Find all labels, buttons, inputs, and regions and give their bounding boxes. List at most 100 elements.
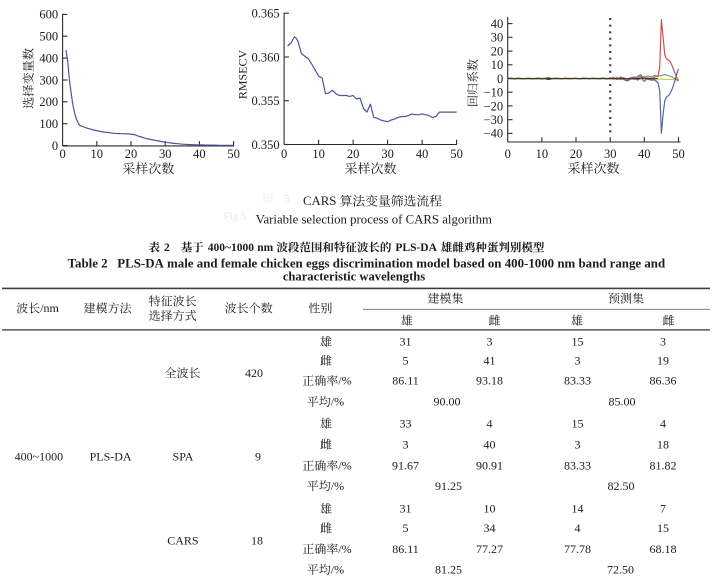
svg-text:10: 10: [491, 58, 504, 72]
svg-text:Table 2 PLS-DA male and fema: Table 2 PLS-DA male and female chicken e…: [68, 257, 666, 271]
svg-text:15: 15: [657, 521, 669, 535]
svg-text:/%: /%: [338, 459, 351, 473]
svg-text:−20: −20: [484, 99, 504, 113]
svg-text:18: 18: [657, 437, 669, 451]
svg-text:0: 0: [505, 147, 511, 161]
svg-text:50: 50: [227, 147, 240, 161]
svg-text:77.27: 77.27: [476, 542, 503, 556]
svg-text:7: 7: [660, 502, 666, 516]
svg-text:2: 2: [164, 242, 170, 254]
svg-text:−30: −30: [484, 113, 504, 127]
svg-text:/%: /%: [331, 395, 344, 409]
svg-text:81.25: 81.25: [435, 563, 462, 577]
svg-text:400~1000: 400~1000: [15, 450, 64, 464]
svg-text:0.355: 0.355: [251, 94, 279, 108]
svg-text:40: 40: [491, 17, 504, 31]
svg-text:0.365: 0.365: [251, 7, 279, 21]
svg-text:30: 30: [604, 147, 617, 161]
svg-text:20: 20: [347, 147, 360, 161]
svg-text:41: 41: [484, 354, 496, 368]
svg-text:0.350: 0.350: [251, 138, 279, 152]
svg-text:15: 15: [572, 416, 584, 430]
svg-text:420: 420: [245, 366, 263, 380]
svg-text:34: 34: [484, 521, 496, 535]
svg-text:83.33: 83.33: [564, 459, 591, 473]
svg-text:30: 30: [491, 31, 504, 45]
svg-text:10: 10: [484, 502, 496, 516]
svg-text:Fig.5: Fig.5: [224, 210, 247, 222]
svg-text:40: 40: [416, 147, 429, 161]
svg-text:RMSECV: RMSECV: [236, 49, 250, 99]
svg-text:3: 3: [487, 335, 493, 349]
svg-text:PLS-DA: PLS-DA: [395, 242, 437, 254]
svg-text:nm: nm: [257, 242, 273, 254]
svg-text:4: 4: [575, 521, 581, 535]
svg-text:20: 20: [491, 44, 504, 58]
svg-text:100: 100: [39, 117, 58, 131]
svg-text:90.91: 90.91: [476, 459, 503, 473]
svg-text:400~1000: 400~1000: [208, 242, 254, 254]
svg-text:68.18: 68.18: [650, 542, 677, 556]
svg-text:/%: /%: [331, 479, 344, 493]
svg-text:19: 19: [657, 354, 669, 368]
svg-text:500: 500: [39, 30, 58, 44]
svg-text:Variable selection process of: Variable selection process of CARS algor…: [256, 213, 492, 227]
svg-text:0: 0: [59, 147, 65, 161]
svg-text:400: 400: [39, 51, 58, 65]
svg-text:CARS: CARS: [303, 194, 340, 208]
svg-text:14: 14: [572, 502, 584, 516]
svg-text:/%: /%: [338, 542, 351, 556]
svg-text:91.67: 91.67: [392, 459, 419, 473]
svg-text:PLS-DA: PLS-DA: [90, 450, 132, 464]
svg-text:30: 30: [381, 147, 394, 161]
svg-text:10: 10: [91, 147, 104, 161]
svg-text:83.33: 83.33: [564, 374, 591, 388]
svg-text:300: 300: [39, 73, 58, 87]
svg-text:81.82: 81.82: [650, 459, 677, 473]
svg-text:10: 10: [536, 147, 549, 161]
svg-text:9: 9: [255, 450, 261, 464]
svg-text:90.00: 90.00: [434, 395, 461, 409]
svg-text:3: 3: [575, 437, 581, 451]
svg-text:characteristic wavelengths: characteristic wavelengths: [283, 270, 425, 284]
svg-text:18: 18: [251, 534, 263, 548]
svg-text:0.360: 0.360: [251, 50, 279, 64]
svg-text:−10: −10: [484, 86, 504, 100]
svg-text:/%: /%: [338, 374, 351, 388]
svg-text:40: 40: [484, 437, 496, 451]
svg-text:3: 3: [575, 354, 581, 368]
svg-text:15: 15: [572, 335, 584, 349]
svg-text:86.11: 86.11: [392, 542, 419, 556]
svg-text:31: 31: [400, 502, 412, 516]
svg-text:0: 0: [52, 139, 58, 153]
svg-text:50: 50: [672, 147, 685, 161]
svg-text:40: 40: [638, 147, 651, 161]
svg-text:3: 3: [403, 437, 409, 451]
svg-text:5: 5: [284, 193, 290, 205]
svg-text:40: 40: [193, 147, 206, 161]
svg-text:0: 0: [497, 72, 503, 86]
svg-text:−40: −40: [484, 127, 504, 141]
svg-text:CARS: CARS: [167, 534, 198, 548]
svg-text:10: 10: [312, 147, 325, 161]
svg-text:20: 20: [125, 147, 138, 161]
svg-text:31: 31: [400, 335, 412, 349]
svg-text:4: 4: [660, 416, 666, 430]
svg-text:600: 600: [39, 8, 58, 22]
svg-text:3: 3: [660, 335, 666, 349]
svg-text:33: 33: [400, 416, 412, 430]
svg-text:50: 50: [450, 147, 463, 161]
svg-text:/%: /%: [331, 563, 344, 577]
svg-text:4: 4: [487, 416, 493, 430]
svg-text:20: 20: [570, 147, 583, 161]
svg-text:30: 30: [159, 147, 172, 161]
svg-text:5: 5: [403, 354, 409, 368]
svg-text:SPA: SPA: [173, 450, 194, 464]
svg-text:82.50: 82.50: [608, 479, 635, 493]
svg-text:0: 0: [281, 147, 287, 161]
svg-text:93.18: 93.18: [476, 374, 503, 388]
svg-text:72.50: 72.50: [607, 563, 634, 577]
svg-text:85.00: 85.00: [609, 395, 636, 409]
svg-text:/nm: /nm: [40, 301, 59, 315]
svg-text:86.11: 86.11: [392, 374, 419, 388]
